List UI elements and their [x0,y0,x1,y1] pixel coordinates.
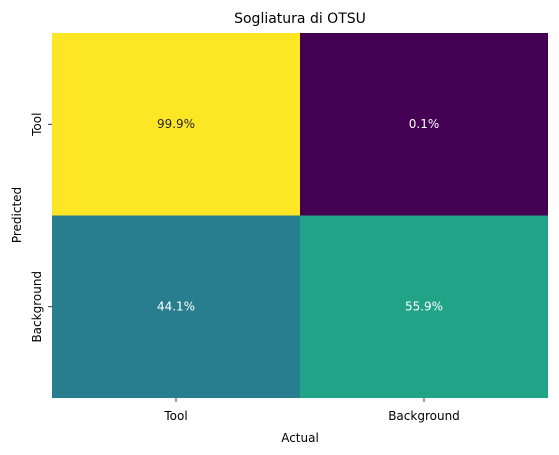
cell-value-label: 55.9% [405,299,443,313]
heatmap-cell [300,215,548,398]
y-tick-label: Background [30,271,44,343]
x-tick-label: Background [388,409,460,423]
heatmap-cell [52,33,300,216]
y-tick-label: Tool [30,113,44,137]
heatmap-cell [300,33,548,216]
x-axis-ticks: Tool Background [163,398,460,423]
chart-title: Sogliatura di OTSU [234,11,366,27]
heatmap-cell [52,215,300,398]
y-axis-label: Predicted [10,187,24,243]
heatmap-cells: 99.9% 0.1% 44.1% 55.9% [52,33,548,398]
x-axis-label: Actual [281,431,319,445]
cell-value-label: 44.1% [157,299,195,313]
y-axis-ticks: Tool Background [30,113,52,343]
cell-value-label: 99.9% [157,117,195,131]
cell-value-label: 0.1% [409,117,440,131]
x-tick-label: Tool [163,409,187,423]
